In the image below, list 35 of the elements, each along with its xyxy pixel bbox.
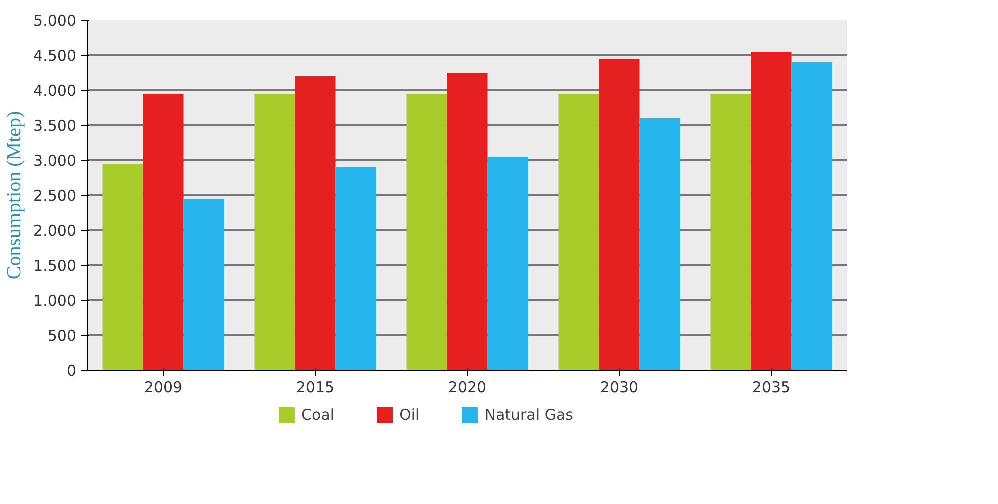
x-tick-label: 2015 [296, 378, 335, 396]
bar [406, 94, 448, 370]
bar [447, 73, 488, 370]
y-tick-label: 1.000 [34, 292, 77, 310]
bar [143, 94, 184, 370]
y-tick-label: 1.500 [34, 257, 77, 275]
bar [599, 59, 640, 370]
y-tick-label: 4.500 [34, 47, 77, 65]
bar [488, 157, 528, 370]
x-tick-label: 2030 [600, 378, 639, 396]
bar [710, 94, 752, 370]
y-tick-label: 4.000 [34, 82, 77, 100]
y-tick-label: 5.000 [34, 12, 77, 30]
bar [336, 168, 376, 370]
bar [558, 94, 600, 370]
y-tick-label: 2.000 [34, 222, 77, 240]
bar [254, 94, 296, 370]
bar [295, 76, 336, 370]
y-tick-label: 0 [66, 362, 77, 380]
bar [792, 62, 832, 370]
x-tick-label: 2020 [448, 378, 487, 396]
legend-label: Oil [400, 406, 420, 424]
x-tick-label: 2009 [144, 378, 183, 396]
y-tick-label: 3.000 [34, 152, 77, 170]
bar [184, 199, 224, 370]
y-tick-label: 500 [48, 327, 77, 345]
legend-label: Coal [302, 406, 335, 424]
y-tick-label: 2.500 [34, 187, 77, 205]
bar [751, 52, 792, 370]
bar [640, 118, 680, 370]
legend-label: Natural Gas [484, 406, 574, 424]
x-tick-label: 2035 [752, 378, 791, 396]
y-tick-label: 3.500 [34, 117, 77, 135]
bar [102, 164, 144, 370]
y-axis-title: Consumption (Mtep) [4, 111, 26, 280]
